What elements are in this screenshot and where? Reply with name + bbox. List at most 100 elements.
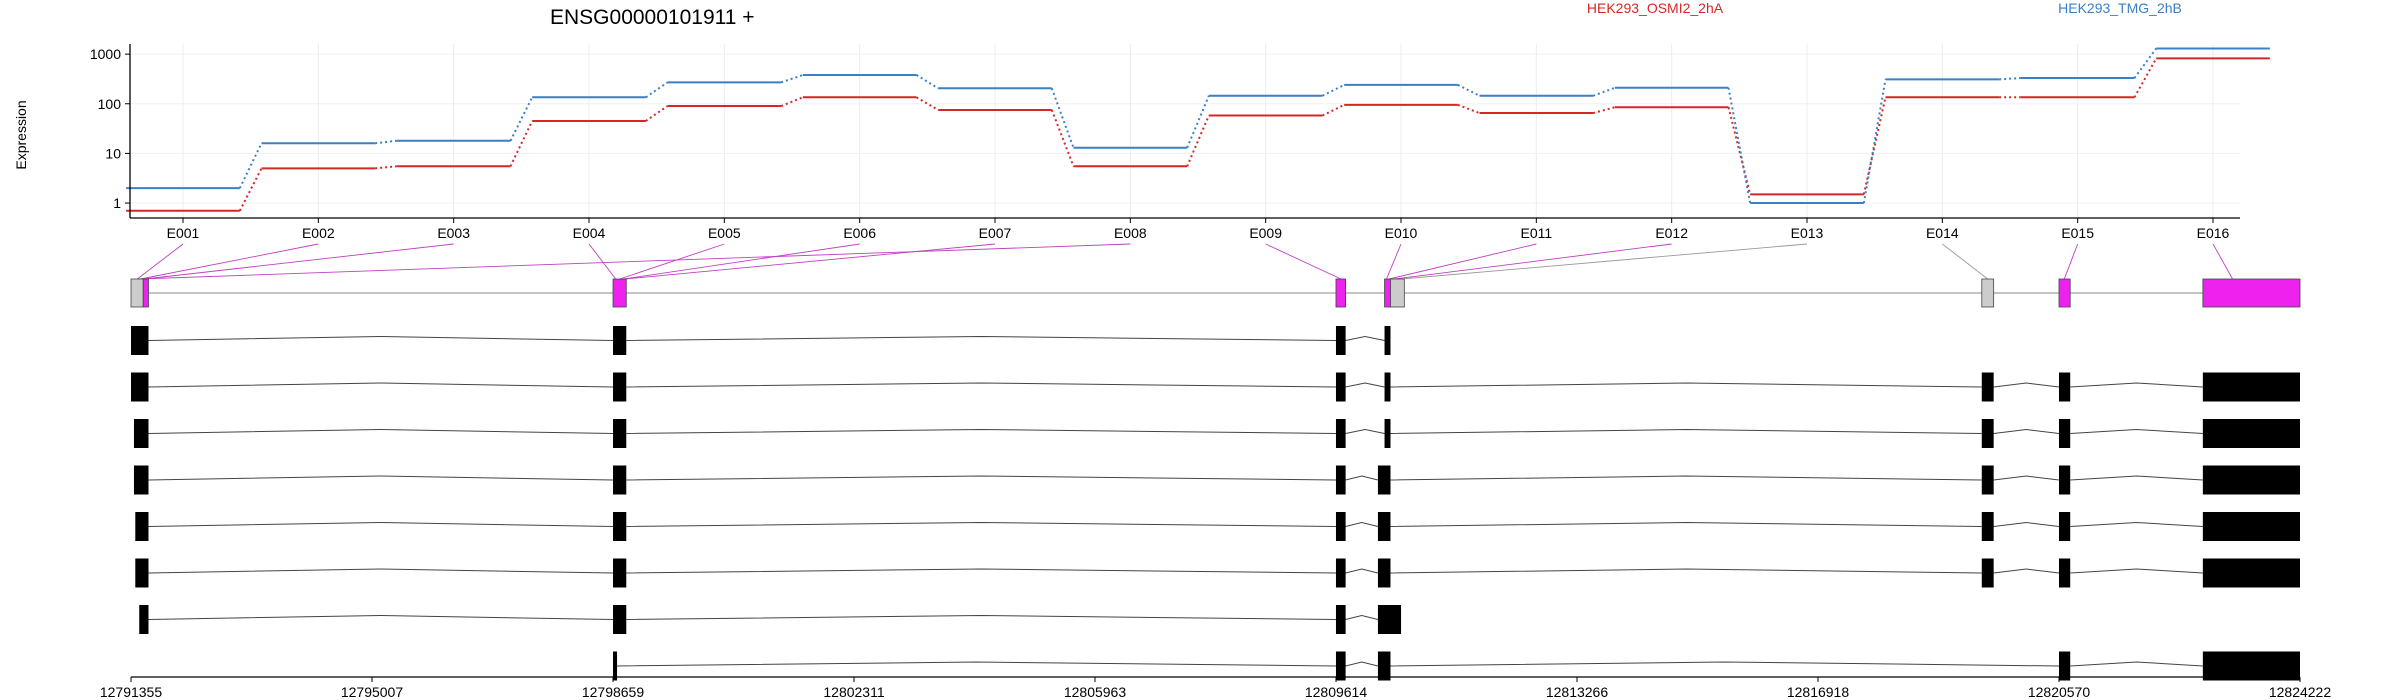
x-tick-label: E006 (843, 225, 876, 241)
genomic-tick-label: 12813266 (1546, 684, 1609, 700)
transcript-exon (131, 372, 149, 402)
series-1 (126, 57, 2270, 212)
intron-line (1993, 521, 2060, 527)
exon-block (1981, 278, 1995, 308)
genomic-tick-label: 12824222 (2269, 684, 2332, 700)
transcript-exon (613, 605, 627, 634)
intron-line (2070, 568, 2203, 574)
exon-link-line (2212, 243, 2233, 280)
exon-block (2202, 278, 2301, 308)
x-tick-label: E004 (573, 225, 606, 241)
series-connector (1862, 79, 1887, 204)
transcript-exon (1981, 465, 1994, 495)
intron-line (2070, 382, 2203, 388)
intron-line (626, 475, 1336, 481)
transcript-exon (2058, 651, 2071, 681)
intron-line (626, 382, 1336, 388)
x-tick-label: E014 (1926, 225, 1959, 241)
x-tick-label: E002 (302, 225, 335, 241)
series-connector (1999, 77, 2021, 81)
transcript-exon (1335, 326, 1346, 355)
transcript-exon (1377, 512, 1391, 541)
x-tick-label: E013 (1791, 225, 1824, 241)
transcript-exon (2202, 419, 2300, 448)
exon-link-layer (136, 243, 2233, 280)
transcript-exon (1335, 558, 1346, 588)
transcript-exon (1384, 326, 1391, 355)
transcript-2 (131, 372, 2300, 402)
transcript-exon (133, 419, 149, 448)
series-connector (1592, 106, 1616, 115)
intron-line (1993, 475, 2060, 481)
transcript-exon (2058, 372, 2071, 402)
exon-link-line (2063, 243, 2079, 280)
intron-line (1390, 661, 2059, 667)
transcript-exon (1335, 512, 1346, 541)
transcript-5 (135, 512, 2300, 541)
intron-line (1993, 568, 2060, 574)
intron-line (2070, 661, 2203, 667)
series-connector (1050, 109, 1075, 167)
series-connector (645, 105, 669, 122)
genomic-tick-label: 12802311 (823, 684, 884, 700)
intron-line (1345, 521, 1379, 527)
transcript-exon (2202, 558, 2300, 588)
transcript-exon (613, 372, 627, 402)
transcript-exon (1335, 372, 1346, 402)
genomic-tick-label: 12820570 (2028, 684, 2091, 700)
exon-link-line (623, 243, 860, 280)
x-tick-label: E016 (2197, 225, 2230, 241)
transcript-exon (1384, 372, 1391, 402)
intron-line (148, 568, 614, 574)
legend-label-series-2: HEK293_TMG_2hB (2058, 0, 2182, 16)
intron-line (626, 568, 1336, 574)
series-connector (509, 120, 534, 167)
y-axis-label: Expression (13, 100, 29, 169)
exon-link-line (619, 243, 725, 280)
x-tick-label: E015 (2061, 225, 2094, 241)
intron-line (1390, 428, 1982, 434)
series-connector (375, 165, 397, 170)
intron-line (148, 335, 614, 341)
series-connector (1592, 86, 1616, 97)
intron-line (1345, 335, 1385, 341)
intron-line (148, 382, 614, 388)
series-connector (916, 96, 939, 111)
transcript-exon (135, 558, 149, 588)
transcript-exon (1335, 419, 1346, 448)
intron-line (1345, 614, 1379, 620)
transcript-exon (139, 605, 149, 634)
transcript-exon (613, 558, 627, 588)
y-tick-label: 1 (113, 195, 121, 211)
intron-line (626, 335, 1336, 341)
transcript-exon (1981, 512, 1994, 541)
exon-link-line (624, 243, 996, 280)
transcript-1 (131, 326, 1391, 355)
transcript-layer (131, 326, 2300, 681)
transcript-exon (1377, 605, 1402, 634)
intron-line (148, 428, 614, 434)
intron-line (617, 661, 1336, 667)
gene-model-layer (130, 278, 2301, 308)
x-tick-label: E001 (167, 225, 200, 241)
x-tick-label: E005 (708, 225, 741, 241)
series-connector (1727, 87, 1752, 204)
transcript-exon (133, 465, 149, 495)
intron-line (1345, 475, 1379, 481)
genomic-tick-label: 12805963 (1064, 684, 1127, 700)
exon-block (1335, 278, 1347, 308)
legend-label-series-1: HEK293_OSMI2_2hA (1587, 0, 1724, 16)
series-connector (780, 96, 804, 107)
intron-line (1345, 661, 1379, 667)
y-tick-label: 10 (105, 145, 121, 161)
transcript-3 (133, 419, 2300, 448)
series-2 (126, 47, 2270, 205)
intron-line (1993, 382, 2060, 388)
intron-line (1390, 475, 1982, 481)
exon-block (2058, 278, 2071, 308)
exon-block (142, 278, 149, 308)
series-connector (2133, 47, 2157, 79)
genomic-tick-label: 12809614 (1305, 684, 1368, 700)
grid-layer (130, 44, 2240, 218)
